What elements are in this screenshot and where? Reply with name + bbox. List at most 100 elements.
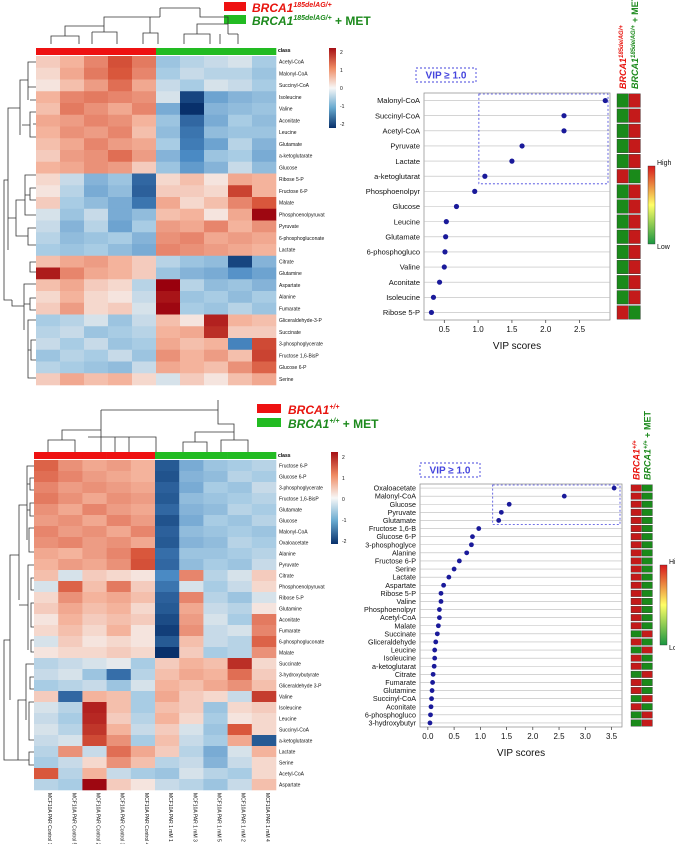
heatmap-cell (204, 361, 229, 374)
heatmap-cell (84, 185, 109, 198)
heatmap-cell (36, 103, 61, 116)
legend-met-swatch (224, 15, 246, 24)
heatmap-cell (132, 56, 157, 69)
heatmap-cell (60, 255, 85, 268)
heatmap-cell (132, 208, 157, 221)
heatmap-cell (58, 669, 83, 681)
heatmap-cell (252, 173, 277, 186)
vip-row-label: Phosphoenolpyr (366, 187, 421, 196)
heatmap-cell (36, 279, 61, 292)
heatmap-cell (130, 757, 156, 769)
heatmap-cell (60, 291, 85, 304)
heatmap-cell (155, 504, 180, 516)
heatmap-row-label: 6-phosphogluconate (279, 639, 325, 645)
heatmap-cell (60, 126, 85, 139)
heatmap-cell (227, 592, 253, 604)
heatmap-bottom (34, 460, 277, 791)
heatmap-cell (108, 126, 133, 139)
heatmap-cell (251, 614, 277, 626)
heatmap-cell (132, 91, 157, 104)
vip-point (456, 558, 462, 564)
heatmap-cell (180, 267, 205, 280)
class-bar-cell (156, 48, 181, 55)
heatmap-cell (203, 493, 228, 505)
vip-point (434, 631, 440, 637)
heatmap-cell (106, 658, 132, 670)
heatmap-cell (84, 338, 109, 351)
heatmap-cell (130, 581, 156, 593)
heatmap-cell (179, 570, 204, 582)
vip-point (431, 663, 437, 669)
vip-plot-frame (419, 483, 623, 728)
heatmap-cell (227, 570, 253, 582)
heatmap-column-label: MCF10A PAR Control 3 (119, 793, 125, 844)
heatmap-cell (108, 91, 133, 104)
heatmap-row-label: Glucose 6-P (279, 365, 307, 371)
heatmap-cell (252, 373, 277, 386)
vip-point (519, 143, 525, 149)
heatmap-cell (132, 185, 157, 198)
heatmap-row-label: Fructose 6-P (279, 189, 308, 195)
vip-row-label: Oxaloacetate (374, 484, 416, 493)
heatmap-cell (60, 161, 85, 174)
heatmap-cell (155, 460, 180, 472)
vip-side-cell (630, 711, 642, 719)
heatmap-cell (34, 647, 59, 659)
heatmap-cell (155, 735, 180, 747)
heatmap-cell (156, 314, 181, 327)
heatmap-column-label: MCF10A PAR 1 mM 2 (240, 793, 246, 842)
heatmap-cell (155, 757, 180, 769)
heatmap-cell (204, 150, 229, 163)
heatmap-cell (58, 779, 83, 791)
heatmap-cell (60, 67, 85, 80)
heatmap-cell (179, 779, 204, 791)
heatmap-cell (108, 267, 133, 280)
heatmap-cell (84, 173, 109, 186)
heatmap-row-label: 6-phosphogluconate (279, 236, 325, 242)
heatmap-cell (204, 126, 229, 139)
heatmap-cell (227, 493, 253, 505)
heatmap-cell (130, 724, 156, 736)
heatmap-cell (36, 373, 61, 386)
heatmap-cell (180, 126, 205, 139)
colorbar-top-ticks: 2 1 0 -1 -2 (340, 50, 345, 128)
heatmap-cell (252, 56, 277, 69)
heatmap-cell (227, 757, 253, 769)
heatmap-cell (180, 361, 205, 374)
heatmap-cell (36, 255, 61, 268)
heatmap-cell (203, 570, 228, 582)
heatmap-cell (251, 647, 277, 659)
vip-side-cell (641, 719, 653, 727)
legend-ctrl-swatch-bottom (257, 404, 281, 413)
heatmap-cell (82, 691, 107, 703)
class-bar-cell (203, 452, 228, 459)
vip-side-cell (628, 229, 641, 244)
vip-row-label: Serine (395, 565, 416, 574)
heatmap-cell (227, 548, 253, 560)
heatmap-cell (227, 724, 253, 736)
vip-x-tick-label: 0.0 (422, 732, 434, 741)
heatmap-cell (58, 548, 83, 560)
vip-side-cell (630, 565, 642, 573)
heatmap-cell (36, 67, 61, 80)
heatmap-cell (58, 724, 83, 736)
heatmap-cell (204, 173, 229, 186)
colorbar-bottom (331, 452, 338, 544)
heatmap-cell (252, 361, 277, 374)
heatmap-cell (252, 150, 277, 163)
heatmap-row-label: Succinate (279, 330, 301, 336)
vip-side-cell (641, 525, 653, 532)
heatmap-cell (132, 197, 157, 210)
heatmap-cell (106, 504, 132, 516)
heatmap-cell (34, 526, 59, 538)
vip-side-cell (641, 654, 653, 662)
heatmap-row-label: Malate (279, 201, 294, 207)
heatmap-cell (60, 91, 85, 104)
vip-row-label: Glucose (392, 202, 420, 211)
heatmap-cell (82, 504, 107, 516)
vip-x-tick-label: 3.0 (580, 732, 592, 741)
heatmap-cell (156, 126, 181, 139)
heatmap-cell (204, 267, 229, 280)
heatmap-cell (58, 515, 83, 527)
vip-scale-bar (647, 165, 656, 245)
